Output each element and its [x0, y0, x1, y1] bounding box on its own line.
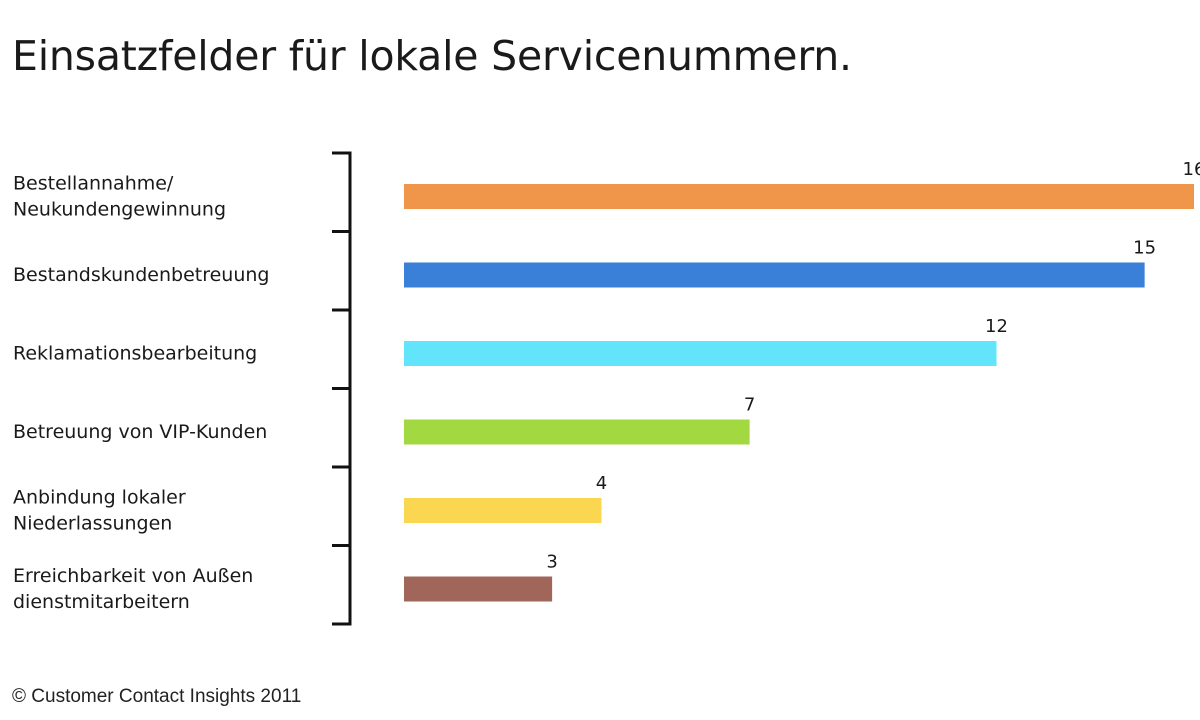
bar — [404, 498, 602, 523]
category-label: Anbindung lokaler — [13, 487, 186, 509]
bar — [404, 341, 997, 366]
value-label: 4 — [596, 473, 607, 494]
category-label: Neukundengewinnung — [13, 199, 226, 221]
category-label: Bestandskundenbetreuung — [13, 264, 269, 286]
category-label: dienstmitarbeitern — [13, 591, 190, 613]
category-label: Bestellannahme/ — [13, 173, 174, 195]
value-label: 12 — [985, 316, 1008, 337]
bar — [404, 576, 553, 602]
value-labels: 16 15 12 7 4 3 — [546, 159, 1200, 573]
category-labels: Bestellannahme/Neukundengewinnung Bestand… — [13, 173, 269, 614]
bar — [404, 419, 750, 445]
value-label: 16 — [1183, 159, 1200, 180]
source-credit: © Customer Contact Insights 2011 — [12, 686, 302, 707]
category-label: Niederlassungen — [13, 513, 172, 535]
bars — [404, 184, 1194, 602]
category-label: Betreuung von VIP-Kunden — [13, 421, 267, 443]
value-label: 7 — [744, 395, 755, 416]
bar — [404, 262, 1145, 288]
category-label: Reklamationsbearbeitung — [13, 343, 257, 365]
bar — [404, 184, 1194, 209]
category-axis — [332, 151, 352, 626]
chart-title: Einsatzfelder für lokale Servicenummern. — [12, 32, 852, 80]
category-label: Erreichbarkeit von Außen — [13, 565, 253, 587]
value-label: 15 — [1133, 238, 1156, 259]
value-label: 3 — [546, 552, 557, 573]
